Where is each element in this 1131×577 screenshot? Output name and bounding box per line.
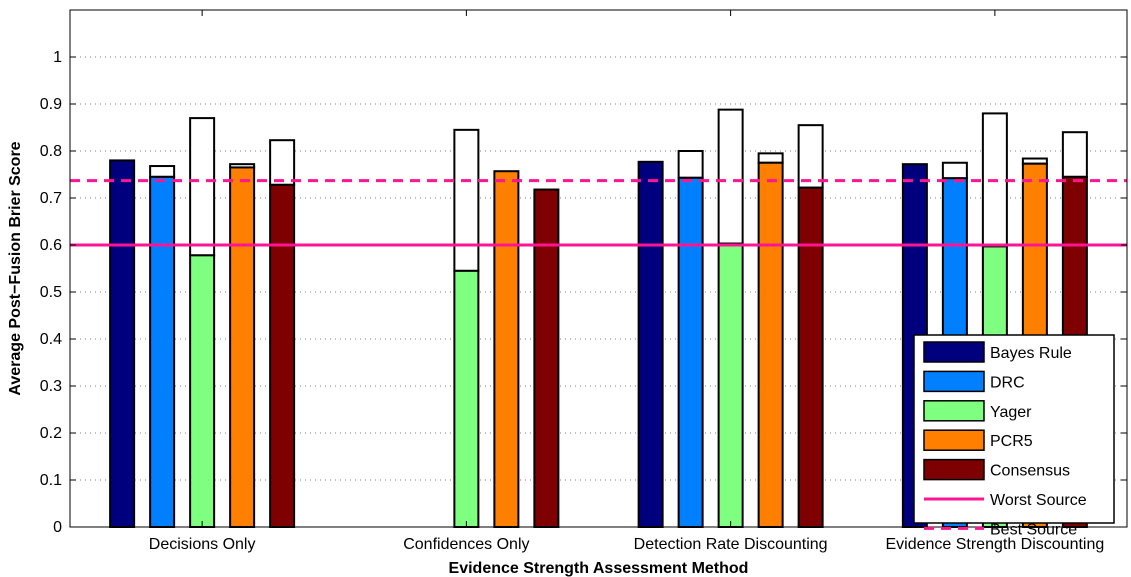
bar-upper [717, 108, 744, 245]
y-tick-label: 0.8 [40, 143, 62, 160]
legend-box [913, 334, 1115, 524]
bar [493, 170, 520, 529]
legend-swatch [923, 370, 985, 393]
plot-frame [69, 9, 1128, 528]
legend-swatch [923, 458, 985, 481]
legend-label: PCR5 [990, 433, 1033, 450]
x-tick-label: Confidences Only [403, 536, 529, 553]
bar [453, 269, 480, 528]
bar [229, 166, 256, 528]
y-tick-label: 0.9 [40, 96, 62, 113]
y-tick-label: 0.6 [40, 237, 62, 254]
bar [109, 159, 136, 528]
bar [269, 183, 296, 528]
legend-label: Bayes Rule [990, 345, 1072, 362]
legend-label: Best Source [990, 521, 1077, 538]
bar-upper [453, 128, 480, 272]
y-axis-title: Average Post−Fusion Brier Score [7, 141, 24, 395]
legend-swatch [923, 341, 985, 363]
bar-upper [269, 139, 296, 186]
bar [637, 160, 664, 528]
bar-upper [149, 165, 176, 178]
bar-upper [941, 161, 968, 180]
bar [717, 242, 744, 528]
y-tick-label: 0.2 [40, 425, 62, 442]
y-tick-label: 0.5 [40, 284, 62, 301]
reference-lines [70, 179, 1127, 247]
bar [189, 254, 216, 528]
legend-label: DRC [990, 374, 1025, 391]
legend-label: Consensus [990, 463, 1070, 480]
bar [149, 175, 176, 528]
bar-upper [1061, 131, 1088, 178]
bar [533, 188, 560, 528]
bar-upper [677, 150, 704, 179]
axis-ticks: 0 0.1 0.2 0.3 0.4 0.5 0.6 0.7 0.8 0.9 1 Decisions O… [40, 10, 1127, 553]
y-tick-label: 1 [53, 49, 62, 66]
legend-label: Worst Source [990, 492, 1087, 509]
legend-label: Yager [990, 404, 1032, 421]
bar [797, 186, 824, 528]
y-tick-label: 0.1 [40, 472, 62, 489]
bar-upper [189, 117, 216, 257]
y-tick-label: 0.3 [40, 378, 62, 395]
legend-swatch [923, 400, 985, 422]
bar [677, 176, 704, 528]
bar-upper [757, 152, 784, 164]
x-tick-label: Evidence Strength Discounting [885, 536, 1104, 553]
x-tick-label: Decisions Only [149, 536, 256, 553]
bar-upper [797, 124, 824, 189]
legend: Bayes Rule DRC Yager PCR5 Consensus Worst Sou… [913, 334, 1115, 538]
x-tick-label: Detection Rate Discounting [634, 536, 828, 553]
bar [757, 161, 784, 528]
legend-swatch [923, 429, 985, 451]
x-axis-title: Evidence Strength Assessment Method [449, 560, 749, 577]
y-tick-label: 0.4 [40, 331, 62, 348]
y-tick-label: 0.7 [40, 190, 62, 207]
y-tick-label: 0 [53, 519, 62, 536]
